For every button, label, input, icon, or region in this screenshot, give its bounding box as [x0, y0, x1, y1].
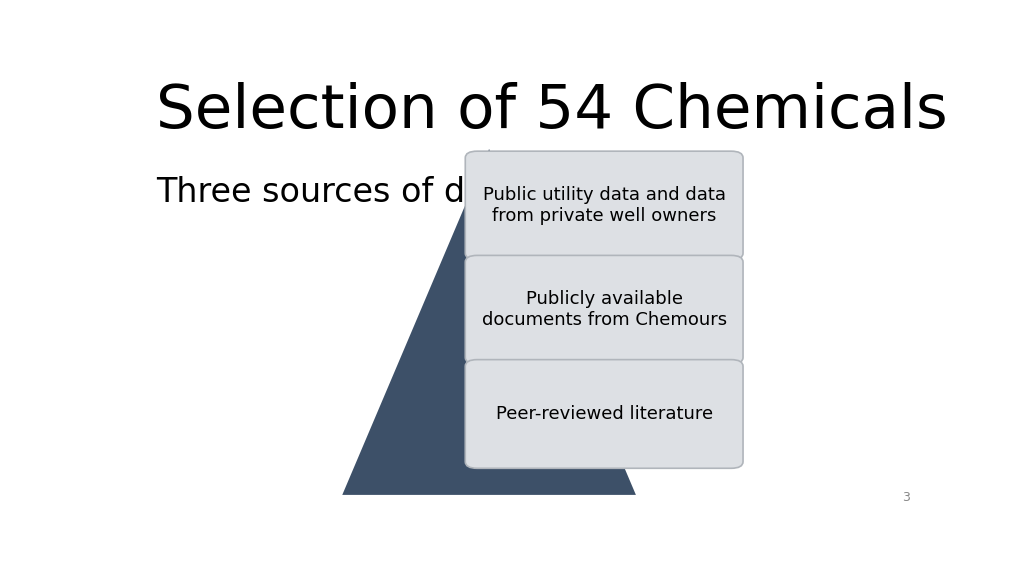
FancyBboxPatch shape	[465, 359, 743, 468]
FancyBboxPatch shape	[465, 255, 743, 364]
FancyBboxPatch shape	[465, 151, 743, 260]
Text: Publicly available
documents from Chemours: Publicly available documents from Chemou…	[481, 290, 727, 329]
Text: Peer-reviewed literature: Peer-reviewed literature	[496, 405, 713, 423]
Text: 3: 3	[902, 491, 909, 504]
Text: Three sources of data: Three sources of data	[156, 176, 518, 209]
Text: Public utility data and data
from private well owners: Public utility data and data from privat…	[482, 186, 726, 225]
Text: Selection of 54 Chemicals: Selection of 54 Chemicals	[156, 82, 947, 142]
Polygon shape	[342, 149, 636, 495]
